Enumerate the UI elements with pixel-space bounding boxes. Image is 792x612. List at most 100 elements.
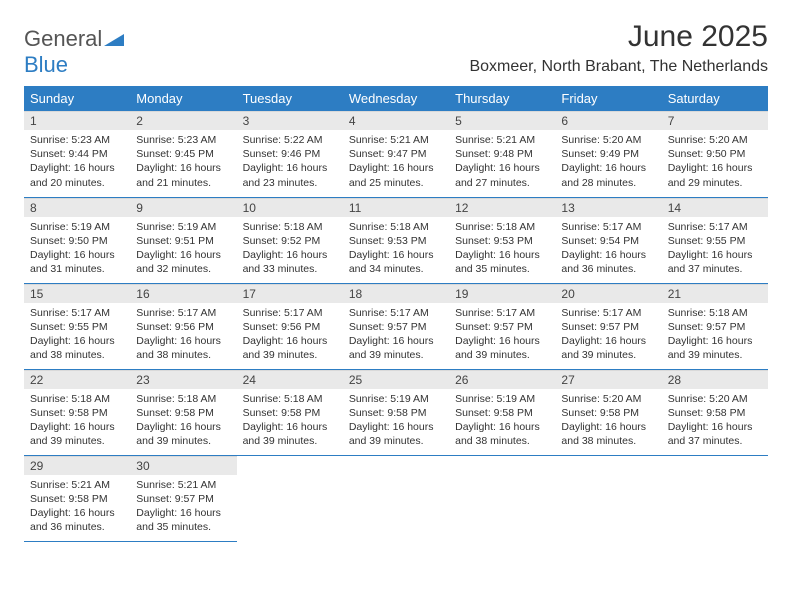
calendar-cell: 20Sunrise: 5:17 AMSunset: 9:57 PMDayligh… bbox=[555, 283, 661, 369]
day-number: 10 bbox=[237, 198, 343, 217]
day-details: Sunrise: 5:22 AMSunset: 9:46 PMDaylight:… bbox=[237, 130, 343, 194]
calendar-cell: 5Sunrise: 5:21 AMSunset: 9:48 PMDaylight… bbox=[449, 111, 555, 197]
day-header-row: Sunday Monday Tuesday Wednesday Thursday… bbox=[24, 86, 768, 111]
calendar-cell: 13Sunrise: 5:17 AMSunset: 9:54 PMDayligh… bbox=[555, 197, 661, 283]
day-details: Sunrise: 5:23 AMSunset: 9:45 PMDaylight:… bbox=[130, 130, 236, 194]
calendar-cell: 6Sunrise: 5:20 AMSunset: 9:49 PMDaylight… bbox=[555, 111, 661, 197]
day-number: 2 bbox=[130, 111, 236, 130]
day-number: 22 bbox=[24, 370, 130, 389]
day-header: Monday bbox=[130, 86, 236, 111]
day-number: 4 bbox=[343, 111, 449, 130]
logo: General Blue bbox=[24, 20, 124, 78]
day-header: Saturday bbox=[662, 86, 768, 111]
day-details: Sunrise: 5:21 AMSunset: 9:57 PMDaylight:… bbox=[130, 475, 236, 539]
calendar-cell: 16Sunrise: 5:17 AMSunset: 9:56 PMDayligh… bbox=[130, 283, 236, 369]
logo-word-1: General bbox=[24, 26, 102, 51]
day-header: Tuesday bbox=[237, 86, 343, 111]
logo-text: General Blue bbox=[24, 26, 124, 78]
day-number: 11 bbox=[343, 198, 449, 217]
day-number: 20 bbox=[555, 284, 661, 303]
page-header: General Blue June 2025 Boxmeer, North Br… bbox=[24, 20, 768, 78]
day-details: Sunrise: 5:21 AMSunset: 9:47 PMDaylight:… bbox=[343, 130, 449, 194]
day-header: Wednesday bbox=[343, 86, 449, 111]
day-details: Sunrise: 5:19 AMSunset: 9:58 PMDaylight:… bbox=[343, 389, 449, 453]
day-details: Sunrise: 5:18 AMSunset: 9:53 PMDaylight:… bbox=[449, 217, 555, 281]
day-number: 25 bbox=[343, 370, 449, 389]
calendar-cell bbox=[237, 455, 343, 541]
calendar-cell bbox=[662, 455, 768, 541]
day-number: 7 bbox=[662, 111, 768, 130]
day-details: Sunrise: 5:21 AMSunset: 9:48 PMDaylight:… bbox=[449, 130, 555, 194]
calendar-cell: 10Sunrise: 5:18 AMSunset: 9:52 PMDayligh… bbox=[237, 197, 343, 283]
day-details: Sunrise: 5:17 AMSunset: 9:57 PMDaylight:… bbox=[449, 303, 555, 367]
day-number: 30 bbox=[130, 456, 236, 475]
day-details: Sunrise: 5:17 AMSunset: 9:56 PMDaylight:… bbox=[237, 303, 343, 367]
calendar-cell: 7Sunrise: 5:20 AMSunset: 9:50 PMDaylight… bbox=[662, 111, 768, 197]
day-number: 27 bbox=[555, 370, 661, 389]
logo-triangle-icon bbox=[104, 26, 124, 52]
day-details: Sunrise: 5:20 AMSunset: 9:49 PMDaylight:… bbox=[555, 130, 661, 194]
day-details: Sunrise: 5:18 AMSunset: 9:57 PMDaylight:… bbox=[662, 303, 768, 367]
calendar-cell: 4Sunrise: 5:21 AMSunset: 9:47 PMDaylight… bbox=[343, 111, 449, 197]
day-details: Sunrise: 5:18 AMSunset: 9:53 PMDaylight:… bbox=[343, 217, 449, 281]
day-number: 6 bbox=[555, 111, 661, 130]
calendar-row: 1Sunrise: 5:23 AMSunset: 9:44 PMDaylight… bbox=[24, 111, 768, 197]
calendar-cell: 19Sunrise: 5:17 AMSunset: 9:57 PMDayligh… bbox=[449, 283, 555, 369]
calendar-cell: 1Sunrise: 5:23 AMSunset: 9:44 PMDaylight… bbox=[24, 111, 130, 197]
day-number: 5 bbox=[449, 111, 555, 130]
calendar-cell: 3Sunrise: 5:22 AMSunset: 9:46 PMDaylight… bbox=[237, 111, 343, 197]
calendar-table: Sunday Monday Tuesday Wednesday Thursday… bbox=[24, 86, 768, 542]
day-number: 1 bbox=[24, 111, 130, 130]
calendar-cell: 22Sunrise: 5:18 AMSunset: 9:58 PMDayligh… bbox=[24, 369, 130, 455]
month-title: June 2025 bbox=[469, 20, 768, 54]
location-text: Boxmeer, North Brabant, The Netherlands bbox=[469, 58, 768, 76]
calendar-cell: 17Sunrise: 5:17 AMSunset: 9:56 PMDayligh… bbox=[237, 283, 343, 369]
day-details: Sunrise: 5:19 AMSunset: 9:50 PMDaylight:… bbox=[24, 217, 130, 281]
calendar-cell: 15Sunrise: 5:17 AMSunset: 9:55 PMDayligh… bbox=[24, 283, 130, 369]
day-details: Sunrise: 5:19 AMSunset: 9:51 PMDaylight:… bbox=[130, 217, 236, 281]
day-details: Sunrise: 5:17 AMSunset: 9:55 PMDaylight:… bbox=[24, 303, 130, 367]
calendar-cell bbox=[343, 455, 449, 541]
day-number: 21 bbox=[662, 284, 768, 303]
day-details: Sunrise: 5:18 AMSunset: 9:58 PMDaylight:… bbox=[24, 389, 130, 453]
calendar-cell bbox=[449, 455, 555, 541]
calendar-page: General Blue June 2025 Boxmeer, North Br… bbox=[0, 0, 792, 562]
day-number: 9 bbox=[130, 198, 236, 217]
day-number: 26 bbox=[449, 370, 555, 389]
day-number: 15 bbox=[24, 284, 130, 303]
calendar-cell: 12Sunrise: 5:18 AMSunset: 9:53 PMDayligh… bbox=[449, 197, 555, 283]
day-details: Sunrise: 5:23 AMSunset: 9:44 PMDaylight:… bbox=[24, 130, 130, 194]
day-details: Sunrise: 5:18 AMSunset: 9:52 PMDaylight:… bbox=[237, 217, 343, 281]
calendar-cell: 26Sunrise: 5:19 AMSunset: 9:58 PMDayligh… bbox=[449, 369, 555, 455]
day-number: 18 bbox=[343, 284, 449, 303]
day-details: Sunrise: 5:18 AMSunset: 9:58 PMDaylight:… bbox=[237, 389, 343, 453]
calendar-cell: 24Sunrise: 5:18 AMSunset: 9:58 PMDayligh… bbox=[237, 369, 343, 455]
day-header: Friday bbox=[555, 86, 661, 111]
calendar-row: 29Sunrise: 5:21 AMSunset: 9:58 PMDayligh… bbox=[24, 455, 768, 541]
day-details: Sunrise: 5:20 AMSunset: 9:50 PMDaylight:… bbox=[662, 130, 768, 194]
day-header: Sunday bbox=[24, 86, 130, 111]
day-number: 13 bbox=[555, 198, 661, 217]
calendar-cell: 29Sunrise: 5:21 AMSunset: 9:58 PMDayligh… bbox=[24, 455, 130, 541]
calendar-cell: 2Sunrise: 5:23 AMSunset: 9:45 PMDaylight… bbox=[130, 111, 236, 197]
calendar-cell: 14Sunrise: 5:17 AMSunset: 9:55 PMDayligh… bbox=[662, 197, 768, 283]
day-number: 17 bbox=[237, 284, 343, 303]
day-details: Sunrise: 5:21 AMSunset: 9:58 PMDaylight:… bbox=[24, 475, 130, 539]
calendar-cell: 25Sunrise: 5:19 AMSunset: 9:58 PMDayligh… bbox=[343, 369, 449, 455]
day-details: Sunrise: 5:19 AMSunset: 9:58 PMDaylight:… bbox=[449, 389, 555, 453]
calendar-cell bbox=[555, 455, 661, 541]
calendar-body: 1Sunrise: 5:23 AMSunset: 9:44 PMDaylight… bbox=[24, 111, 768, 541]
day-number: 28 bbox=[662, 370, 768, 389]
day-number: 24 bbox=[237, 370, 343, 389]
logo-word-2: Blue bbox=[24, 52, 68, 77]
calendar-cell: 9Sunrise: 5:19 AMSunset: 9:51 PMDaylight… bbox=[130, 197, 236, 283]
calendar-cell: 28Sunrise: 5:20 AMSunset: 9:58 PMDayligh… bbox=[662, 369, 768, 455]
day-number: 16 bbox=[130, 284, 236, 303]
title-block: June 2025 Boxmeer, North Brabant, The Ne… bbox=[469, 20, 768, 76]
day-details: Sunrise: 5:18 AMSunset: 9:58 PMDaylight:… bbox=[130, 389, 236, 453]
calendar-cell: 23Sunrise: 5:18 AMSunset: 9:58 PMDayligh… bbox=[130, 369, 236, 455]
calendar-row: 8Sunrise: 5:19 AMSunset: 9:50 PMDaylight… bbox=[24, 197, 768, 283]
calendar-cell: 27Sunrise: 5:20 AMSunset: 9:58 PMDayligh… bbox=[555, 369, 661, 455]
day-number: 23 bbox=[130, 370, 236, 389]
calendar-cell: 18Sunrise: 5:17 AMSunset: 9:57 PMDayligh… bbox=[343, 283, 449, 369]
